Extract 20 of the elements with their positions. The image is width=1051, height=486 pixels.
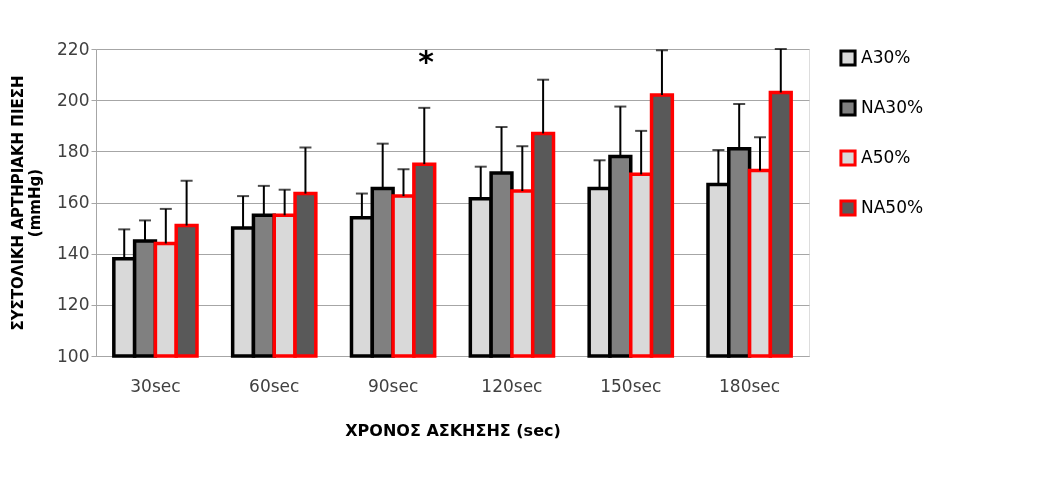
x-tick-label: 30sec [130,375,181,396]
y-tick-label: 200 [57,89,90,110]
x-axis-title: ΧΡΟΝΟΣ ΑΣΚΗΣΗΣ (sec) [345,420,561,440]
y-tick-label: 220 [57,38,90,59]
legend-label: A50% [861,147,911,167]
x-tick-label: 150sec [600,375,662,396]
x-tick-label: 90sec [367,375,419,396]
legend-label: A30% [861,47,911,67]
y-tick-label: 180 [57,140,90,161]
annotation: * [418,44,435,79]
x-tick-label: 60sec [249,375,300,396]
y-axis-title: ΣΥΣΤΟΛΙΚΗ ΑΡΤΗΡΙΑΚΗ ΠΙΕΣΗ (mmHg) [9,75,45,331]
y-tick-label: 100 [57,345,90,366]
legend-label: NA30% [861,97,924,117]
y-tick-label: 120 [57,294,90,315]
x-tick-label: 180sec [719,375,781,396]
y-tick-label: 160 [57,192,90,212]
x-tick-label: 120sec [481,375,543,396]
y-tick-label: 140 [57,243,90,264]
legend-label: NA50% [861,197,924,217]
